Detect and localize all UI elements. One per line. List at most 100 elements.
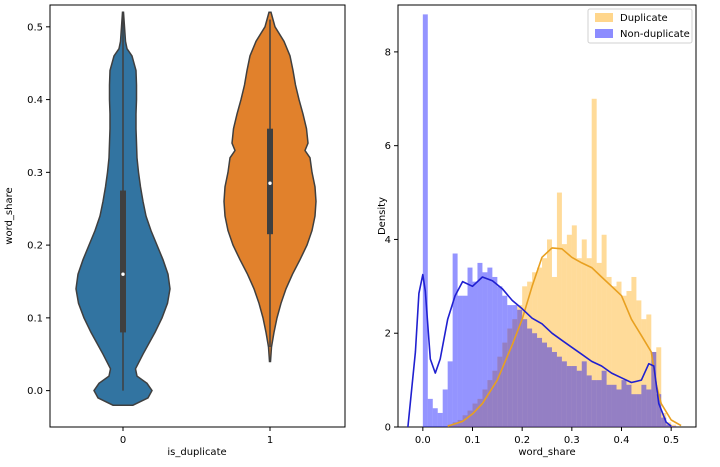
y-tick-label: 0.0 [27,386,43,397]
histogram-bar [492,276,498,427]
y-tick-label: 0.3 [27,168,43,179]
legend: Duplicate Non-duplicate [587,8,693,44]
histogram-bar [537,337,543,427]
histogram-bar [621,380,627,427]
x-tick-label: 0.5 [663,435,679,446]
histogram-bar [537,267,543,427]
histogram-bar [616,389,622,427]
histogram-bar [596,262,602,427]
histogram-bar [656,394,662,427]
y-axis-ticks: 0 2 4 6 8 [385,47,398,434]
histogram-bar [467,410,473,427]
kde-curves [407,247,682,428]
violin-median-0 [121,272,125,276]
histogram-bar [556,192,562,427]
histogram-bar [452,253,458,427]
histogram-bar [611,384,617,427]
histogram-bar [447,361,453,427]
y-tick-label: 0.2 [27,241,43,252]
histogram-bar [661,417,667,427]
histogram-bar [561,361,567,427]
histogram-bar [551,351,557,427]
histogram-bar [502,342,508,427]
y-tick-label: 2 [385,329,391,340]
histogram-bar [522,319,528,427]
histogram-bar [457,295,463,427]
histogram-panel: 0 2 4 6 8 0.0 0.1 0.2 0.3 0.4 0.5 word_share Dens… [377,4,697,458]
y-tick-label: 0 [385,423,391,434]
histogram-bar [651,351,657,427]
duplicate-histogram [447,98,677,427]
legend-label-duplicate: Duplicate [620,13,668,24]
histogram-bar [626,384,632,427]
y-tick-label: 4 [385,235,391,246]
histogram-bar [641,384,647,427]
histogram-bar [467,267,473,427]
histogram-bar [492,370,498,427]
histogram-bar [596,380,602,427]
histogram-bar [576,370,582,427]
histogram-bar [462,415,468,427]
histogram-bar [566,234,572,427]
y-axis-label: Density [377,197,388,235]
histogram-bar [422,14,428,427]
histogram-bar [561,244,567,427]
x-tick-label: 0.2 [514,435,530,446]
histogram-bar [646,389,652,427]
x-axis-label: word_share [518,447,575,458]
x-tick-label: 1 [267,435,273,446]
histogram-bar [671,426,677,427]
histogram-bar [512,305,518,427]
histogram-bar [586,258,592,427]
histogram-bar [571,225,577,427]
histogram-bar [656,347,662,427]
x-tick-label: 0.1 [465,435,481,446]
histogram-plot-area [397,4,697,428]
histogram-bar [581,239,587,427]
legend-box [587,8,693,44]
histogram-bar [666,424,672,427]
histogram-bar [576,258,582,427]
histogram-bar [452,422,458,427]
histogram-bar [631,276,637,427]
y-tick-label: 6 [385,141,391,152]
histogram-bar [636,394,642,427]
histogram-bar [527,281,533,427]
histogram-bar [631,394,637,427]
histogram-bar [636,300,642,427]
x-tick-label: 0.3 [564,435,580,446]
histogram-bar [581,361,587,427]
y-axis-ticks: 0.0 0.1 0.2 0.3 0.4 0.5 [27,22,50,397]
histogram-bar [551,276,557,427]
histogram-bar [427,398,433,427]
histogram-bar [437,412,443,427]
histogram-bar [522,286,528,427]
histogram-bar [532,333,538,427]
x-axis-ticks: 0.0 0.1 0.2 0.3 0.4 0.5 [415,427,679,446]
x-axis-label: is_duplicate [167,447,226,458]
histogram-bar [591,380,597,427]
legend-label-non-duplicate: Non-duplicate [620,29,690,40]
y-axis-label: word_share [4,187,15,244]
histogram-bar [527,328,533,427]
histogram-bar [601,370,607,427]
histogram-bar [517,309,523,427]
violin-iqr-box-0 [120,190,126,333]
histogram-bar [517,305,523,427]
y-tick-label: 0.5 [27,22,43,33]
violin-median-1 [268,181,272,185]
histogram-bar [487,380,493,427]
histogram-bar [671,424,677,427]
x-tick-label: 0.0 [415,435,431,446]
violin-iqr-box-1 [267,128,273,235]
histogram-bar [542,342,547,427]
histogram-bar [472,403,478,427]
histogram-bar [606,276,612,427]
histogram-bar [661,412,667,427]
y-tick-label: 8 [385,47,391,58]
histogram-bar [611,286,617,427]
legend-swatch-duplicate [595,13,613,22]
